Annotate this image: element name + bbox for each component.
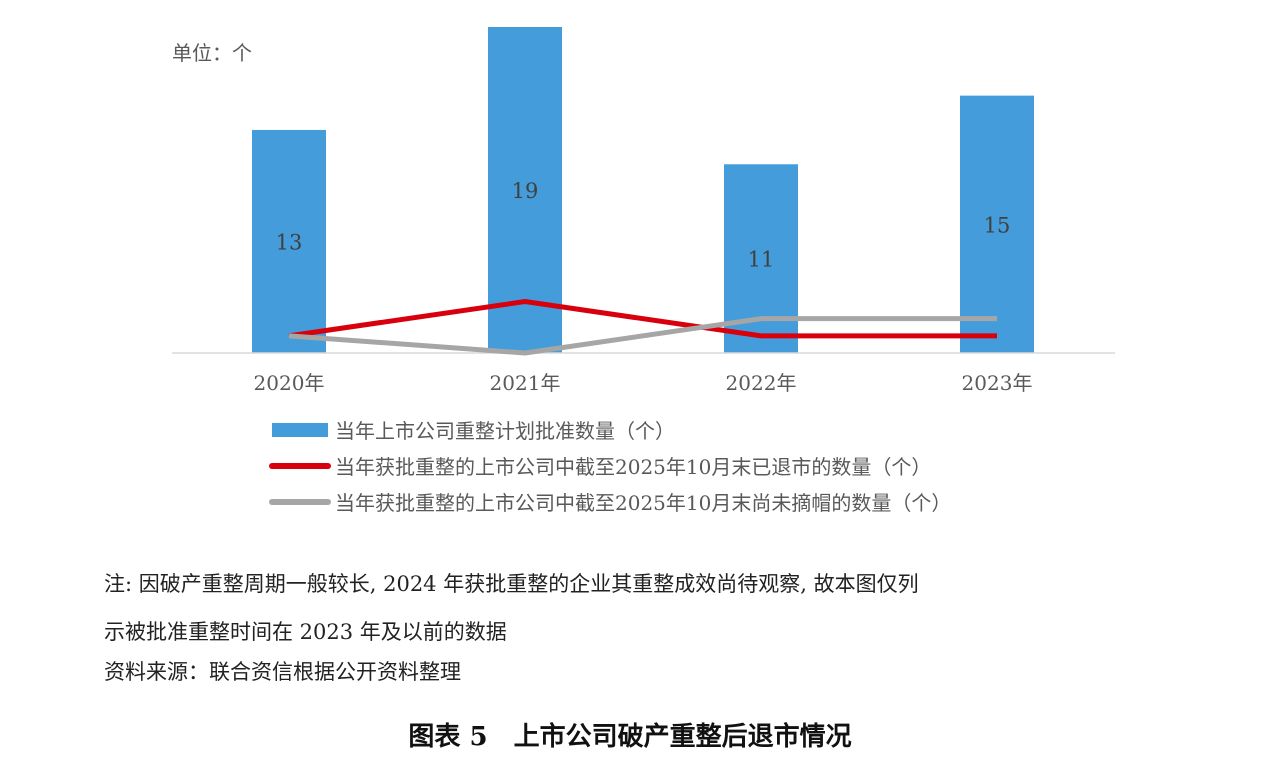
x-tick-label: 2021年 (490, 371, 561, 395)
bar-2023年 (960, 95, 1034, 353)
bar-data-label: 13 (276, 230, 303, 254)
note-line-1: 注: 因破产重整周期一般较长, 2024 年获批重整的企业其重整成效尚待观察, … (104, 572, 919, 596)
line-series-1 (288, 299, 997, 339)
x-tick-label: 2022年 (726, 371, 797, 395)
unit-label: 单位：个 (172, 41, 252, 65)
x-tick-label: 2020年 (254, 371, 325, 395)
legend-label: 当年获批重整的上市公司中截至2025年10月末已退市的数量（个） (335, 455, 931, 479)
legend-label: 当年获批重整的上市公司中截至2025年10月末尚未摘帽的数量（个） (335, 491, 951, 515)
x-tick-label: 2023年 (962, 371, 1033, 395)
legend-swatch (272, 423, 328, 437)
line-series-2 (288, 316, 997, 356)
figure-caption: 图表 5 上市公司破产重整后退市情况 (408, 722, 852, 752)
note-line-2: 示被批准重整时间在 2023 年及以前的数据 (104, 620, 507, 644)
source-note: 资料来源：联合资信根据公开资料整理 (104, 660, 461, 684)
bar-data-label: 19 (512, 179, 539, 203)
chart: 单位：个 13 19 11 15 2020年 2021年 2022年 2023年 当年上市公司… (172, 27, 1115, 515)
bar-data-label: 11 (748, 248, 775, 272)
bar-data-label: 15 (984, 213, 1011, 237)
bar-2021年 (488, 27, 562, 353)
bar-2020年 (252, 129, 326, 353)
legend-label: 当年上市公司重整计划批准数量（个） (335, 419, 675, 443)
